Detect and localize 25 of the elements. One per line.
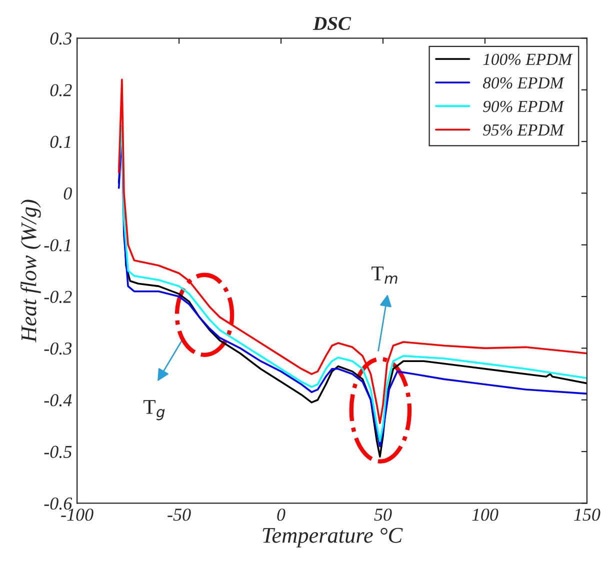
legend-label: 100% EPDM [483, 54, 573, 66]
x-tick-label: -100 [61, 508, 94, 521]
y-tick-label: 0.2 [50, 84, 72, 96]
y-tick-label: -0.1 [44, 239, 70, 252]
y-axis-title: Heat flow (W/g) [20, 200, 41, 343]
x-tick-label: -50 [168, 508, 191, 521]
y-tick-label: -0.5 [44, 446, 72, 458]
legend-label: 90% EPDM [483, 100, 564, 112]
y-tick-label: 0.3 [50, 32, 72, 45]
x-tick-label: 150 [574, 508, 600, 521]
annotation: T$_{g}$ [143, 400, 165, 420]
x-axis-title: Temperature °C [262, 528, 403, 548]
chart-title: DSC [312, 16, 352, 30]
y-tick-label: -0.3 [44, 342, 72, 355]
y-tick-label: -0.4 [44, 394, 72, 406]
legend-label: 80% EPDM [482, 77, 564, 89]
y-tick-label: 0.1 [50, 136, 70, 148]
x-tick-label: 100 [472, 508, 498, 521]
annotation: T$_{m}$ [372, 266, 398, 284]
y-tick-label: 0 [64, 187, 72, 200]
x-tick-label: 0 [277, 508, 286, 521]
x-tick-label: 50 [374, 508, 392, 521]
y-tick-label: -0.6 [44, 497, 72, 510]
y-tick-label: -0.2 [44, 290, 72, 304]
legend-label: 95% EPDM [483, 124, 564, 136]
